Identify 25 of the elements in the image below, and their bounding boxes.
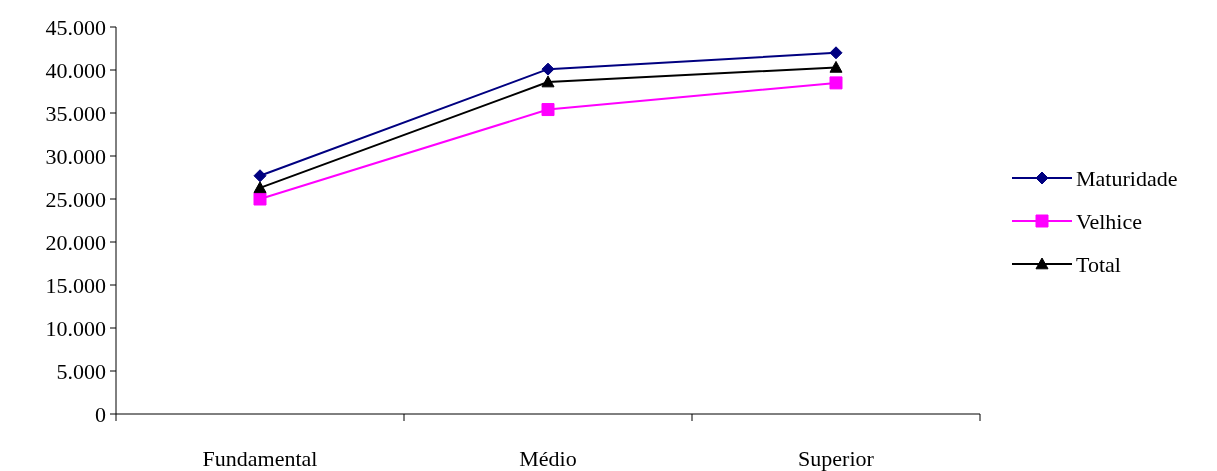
legend-label: Maturidade <box>1076 165 1178 191</box>
point <box>829 60 843 73</box>
y-tick-label: 25.000 <box>45 186 106 212</box>
x-tick-label: Médio <box>519 446 577 471</box>
y-tick-label: 15.000 <box>45 272 106 298</box>
point <box>541 62 555 76</box>
point <box>253 181 267 194</box>
y-tick-label: 40.000 <box>45 57 106 83</box>
y-tick-label: 30.000 <box>45 143 106 169</box>
y-tick-label: 5.000 <box>56 358 106 384</box>
point <box>541 75 555 88</box>
point <box>253 169 267 183</box>
y-tick-label: 0 <box>95 401 106 427</box>
legend-label: Total <box>1076 251 1121 277</box>
y-tick-label: 35.000 <box>45 100 106 126</box>
point <box>253 192 267 206</box>
y-tick-label: 45.000 <box>45 14 106 40</box>
y-tick-label: 20.000 <box>45 229 106 255</box>
y-tick-label: 10.000 <box>45 315 106 341</box>
point <box>829 76 843 90</box>
x-tick-label: Superior <box>798 446 875 471</box>
x-tick-label: Fundamental <box>202 446 318 471</box>
point <box>829 46 843 60</box>
point <box>541 103 555 117</box>
legend-label: Velhice <box>1076 208 1142 234</box>
